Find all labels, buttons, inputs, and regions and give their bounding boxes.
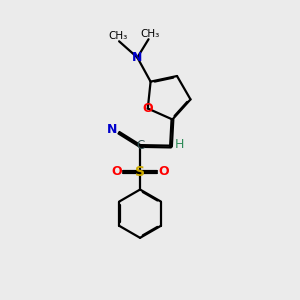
Text: O: O [111, 165, 122, 178]
Text: C: C [136, 140, 144, 152]
Text: O: O [158, 165, 169, 178]
Text: N: N [107, 123, 118, 136]
Text: H: H [175, 138, 184, 151]
Text: O: O [142, 102, 153, 115]
Text: N: N [132, 51, 142, 64]
Text: CH₃: CH₃ [108, 31, 127, 41]
Text: S: S [135, 165, 145, 179]
Text: CH₃: CH₃ [140, 29, 160, 39]
